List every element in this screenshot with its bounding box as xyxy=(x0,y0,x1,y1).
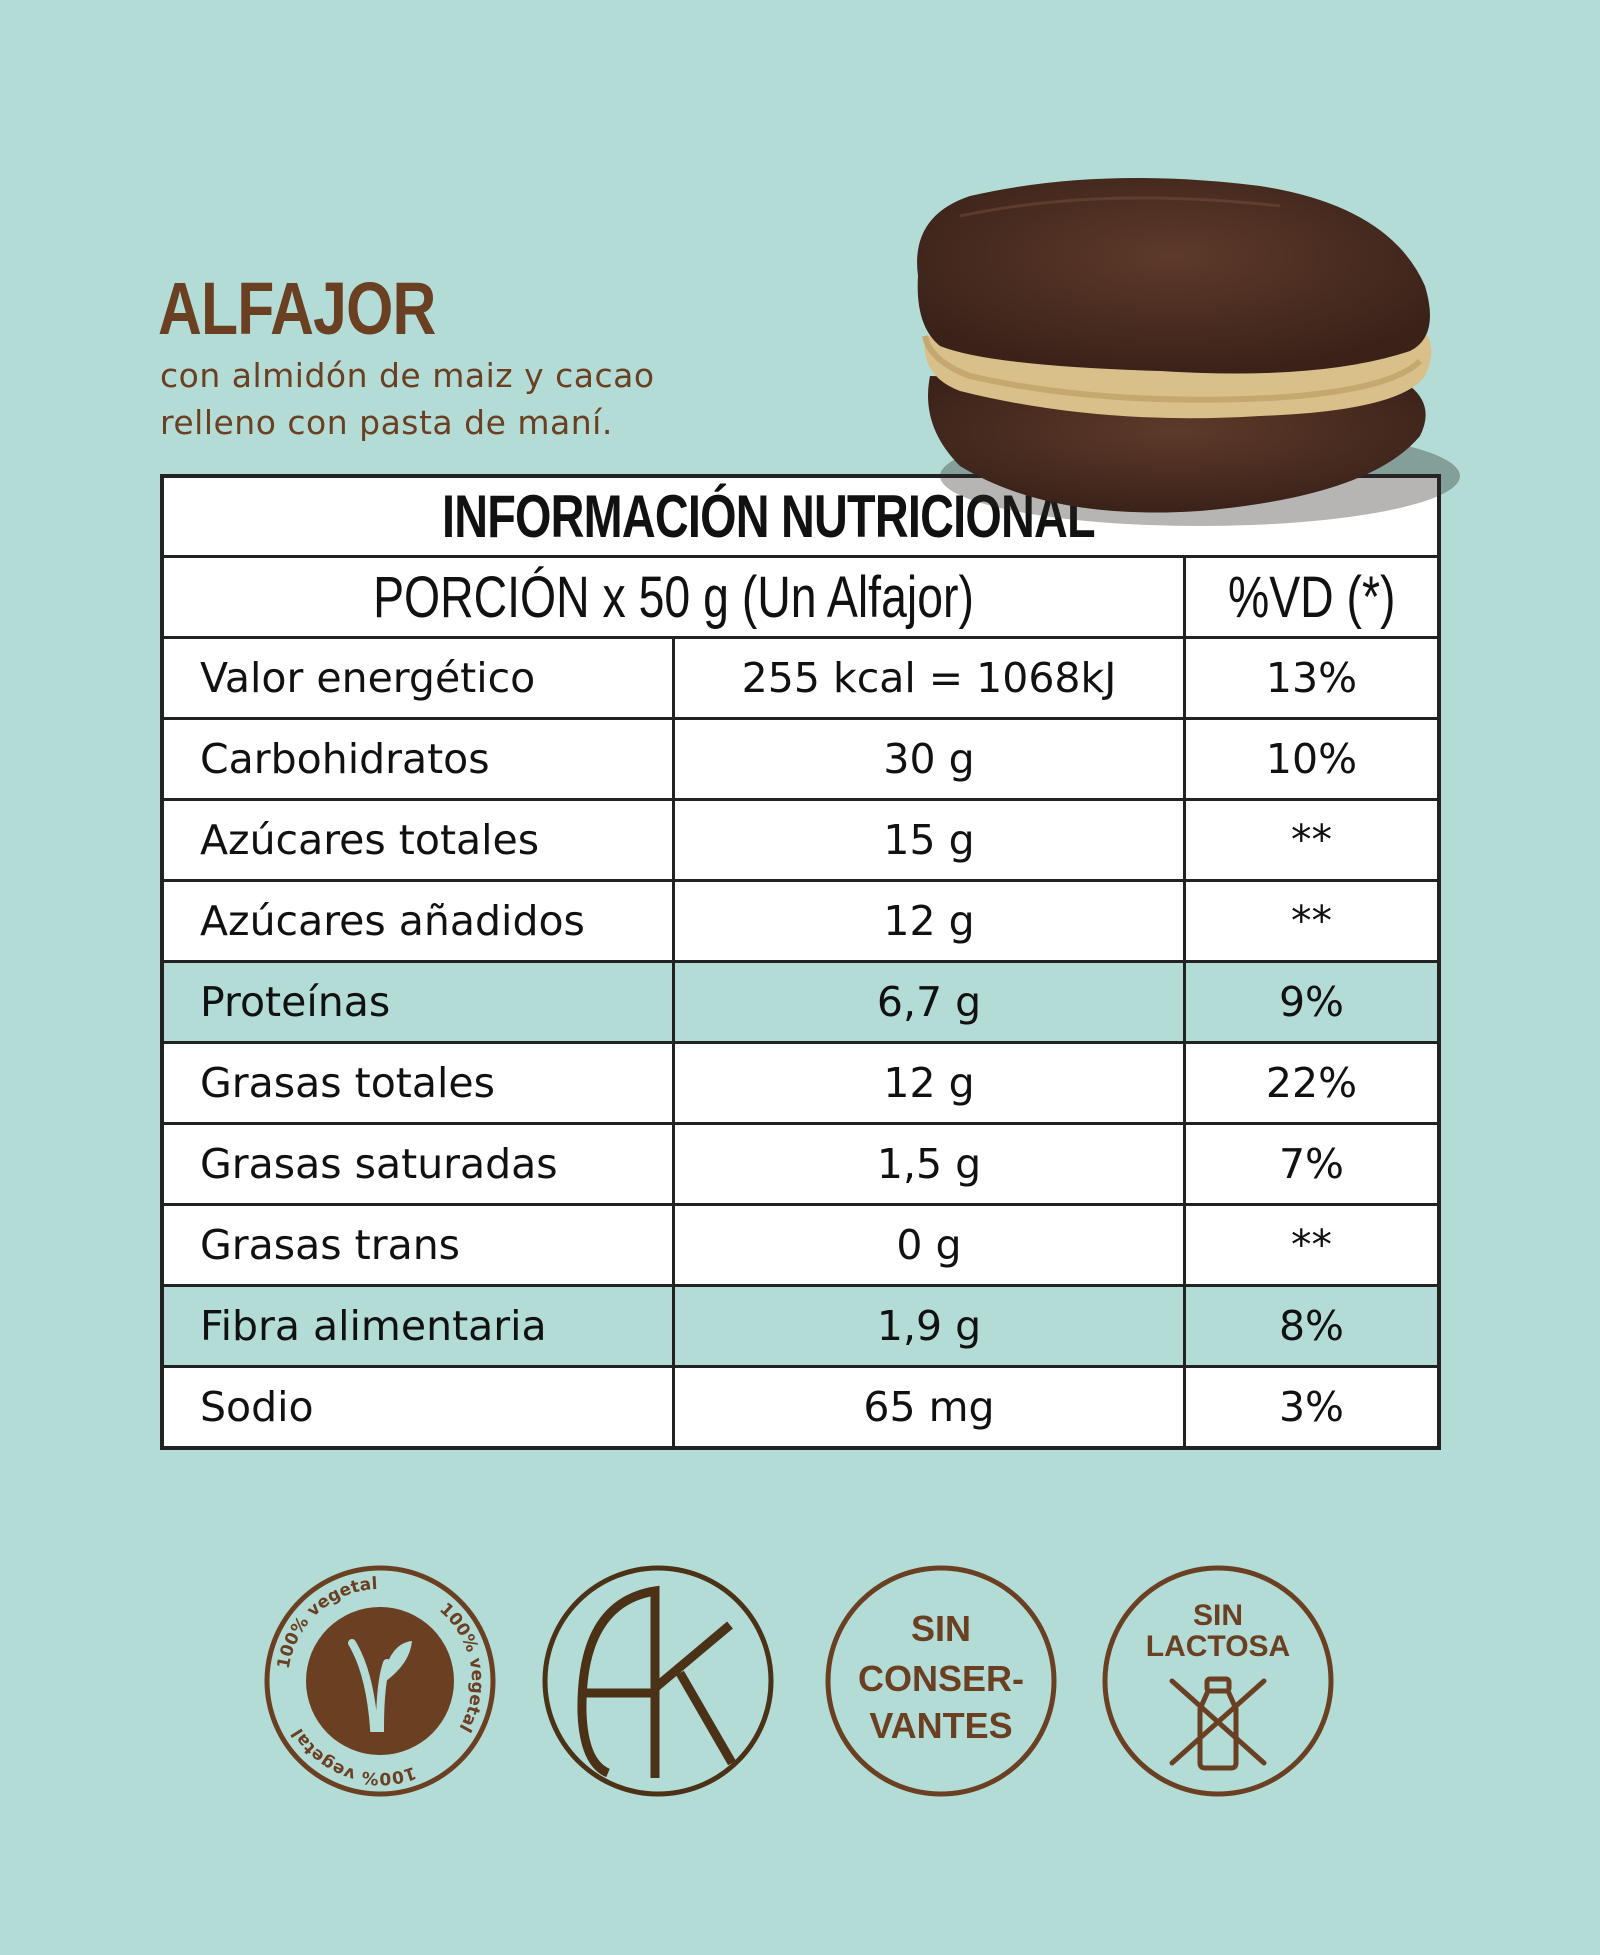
product-subtitle-line: relleno con pasta de maní. xyxy=(160,403,613,442)
nutrition-row: Sodio 65 mg 3% xyxy=(160,1365,1441,1450)
nutrition-row: Fibra alimentaria 1,9 g 8% xyxy=(160,1284,1441,1368)
nutrient-name: Sodio xyxy=(160,1365,675,1450)
nutrient-name: Grasas totales xyxy=(160,1041,675,1125)
badge-text: SIN xyxy=(1193,1599,1243,1632)
ak-logo-icon xyxy=(577,1585,736,1778)
nutrient-vd: ** xyxy=(1183,798,1441,882)
nutrition-row: Proteínas 6,7 g 9% xyxy=(160,960,1441,1044)
product-title: ALFAJOR xyxy=(158,267,436,350)
nutrient-name: Valor energético xyxy=(160,636,675,720)
nutrient-vd: 9% xyxy=(1183,960,1441,1044)
nutrient-vd: 8% xyxy=(1183,1284,1441,1368)
product-subtitle-line: con almidón de maiz y cacao xyxy=(160,356,655,395)
nutrient-vd: 13% xyxy=(1183,636,1441,720)
nutrient-value: 12 g xyxy=(672,1041,1186,1125)
nutrient-value: 30 g xyxy=(672,717,1186,801)
nutrient-value: 12 g xyxy=(672,879,1186,963)
nutrient-value: 1,5 g xyxy=(672,1122,1186,1206)
nutrient-vd: ** xyxy=(1183,879,1441,963)
nutrient-vd: 7% xyxy=(1183,1122,1441,1206)
nutrition-row: Grasas saturadas 1,5 g 7% xyxy=(160,1122,1441,1206)
sin-conservantes-badge: SIN CONSER- VANTES xyxy=(825,1565,1057,1797)
badge-text: LACTOSA xyxy=(1146,1630,1290,1663)
nutrient-vd: 3% xyxy=(1183,1365,1441,1450)
badge-text: SIN xyxy=(911,1608,971,1649)
nutrient-name: Grasas trans xyxy=(160,1203,675,1287)
nutrient-value: 6,7 g xyxy=(672,960,1186,1044)
sin-lactosa-badge: SIN LACTOSA xyxy=(1102,1565,1334,1797)
nutrient-value: 1,9 g xyxy=(672,1284,1186,1368)
nutrient-name: Carbohidratos xyxy=(160,717,675,801)
nutrient-name: Fibra alimentaria xyxy=(160,1284,675,1368)
nutrient-name: Grasas saturadas xyxy=(160,1122,675,1206)
nutrient-name: Proteínas xyxy=(160,960,675,1044)
nutrient-name: Azúcares totales xyxy=(160,798,675,882)
ak-kosher-badge xyxy=(542,1565,774,1797)
vegan-badge: 100% vegetal 100% vegetal 100% vegetal xyxy=(264,1565,496,1797)
badge-text: CONSER- xyxy=(858,1658,1024,1699)
nutrient-vd: ** xyxy=(1183,1203,1441,1287)
nutrient-vd: 10% xyxy=(1183,717,1441,801)
nutrient-value: 15 g xyxy=(672,798,1186,882)
alfajor-photo xyxy=(917,178,1460,526)
nutrient-value: 0 g xyxy=(672,1203,1186,1287)
nutrition-row: Grasas trans 0 g ** xyxy=(160,1203,1441,1287)
crossed-milk-bottle-icon xyxy=(1169,1676,1267,1771)
nutrition-row: Azúcares añadidos 12 g ** xyxy=(160,879,1441,963)
nutrition-row: Valor energético 255 kcal = 1068kJ 13% xyxy=(160,636,1441,720)
nutrition-row: Carbohidratos 30 g 10% xyxy=(160,717,1441,801)
portion-header: PORCIÓN x 50 g (Un Alfajor) xyxy=(160,555,1186,639)
nutrient-name: Azúcares añadidos xyxy=(160,879,675,963)
vd-header: %VD (*) xyxy=(1183,555,1441,639)
badge-text: VANTES xyxy=(869,1705,1012,1746)
nutrient-value: 65 mg xyxy=(672,1365,1186,1450)
nutrition-row: Grasas totales 12 g 22% xyxy=(160,1041,1441,1125)
nutrition-row: Azúcares totales 15 g ** xyxy=(160,798,1441,882)
nutrition-table: INFORMACIÓN NUTRICIONAL PORCIÓN x 50 g (… xyxy=(160,474,1441,1450)
nutrient-vd: 22% xyxy=(1183,1041,1441,1125)
nutrient-value: 255 kcal = 1068kJ xyxy=(672,636,1186,720)
leaf-v-icon xyxy=(348,1639,412,1732)
